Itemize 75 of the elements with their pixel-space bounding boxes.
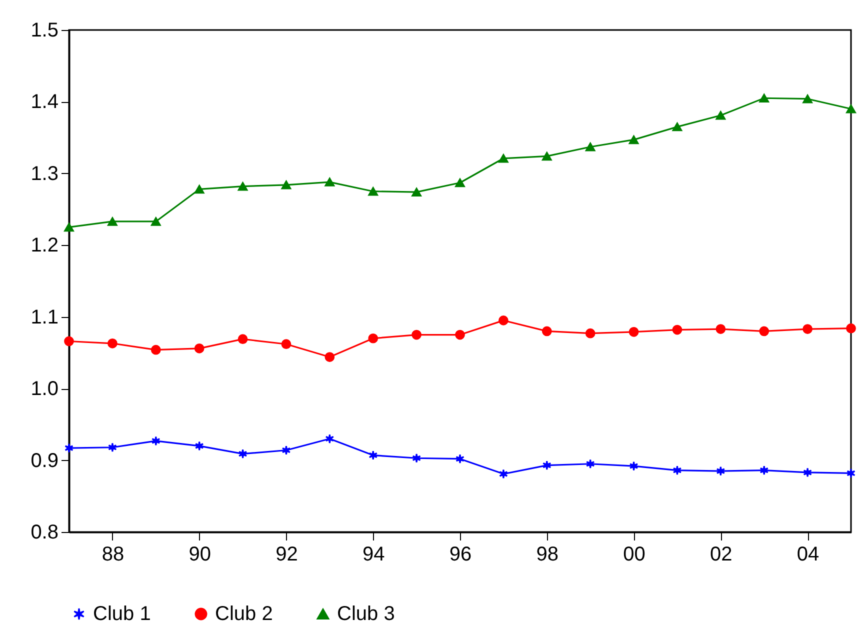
point <box>803 468 812 478</box>
point <box>716 324 726 334</box>
x-tick-label: 96 <box>449 544 472 566</box>
point <box>629 461 638 471</box>
point <box>542 326 552 336</box>
x-tick-label: 90 <box>188 544 211 566</box>
x-tick-label: 04 <box>796 544 820 566</box>
point <box>64 336 74 346</box>
point <box>759 94 770 102</box>
point <box>368 333 378 344</box>
point <box>846 104 856 114</box>
point <box>108 338 118 348</box>
x-tick-label: 02 <box>710 544 732 566</box>
y-tick-label: 1.1 <box>30 306 58 328</box>
legend-label: Club 2 <box>215 603 273 625</box>
point <box>150 217 161 226</box>
point <box>672 324 682 335</box>
point <box>412 330 422 340</box>
point <box>672 465 682 476</box>
point <box>108 442 117 452</box>
point <box>716 466 726 476</box>
point <box>498 316 508 326</box>
point <box>672 122 682 132</box>
legend-label: Club 3 <box>337 603 395 625</box>
point <box>802 324 812 334</box>
point <box>542 460 552 470</box>
point <box>455 330 465 340</box>
point <box>324 178 335 186</box>
point <box>846 468 856 478</box>
x-tick-label: 98 <box>536 544 559 566</box>
point <box>585 328 596 338</box>
y-tick-label: 0.8 <box>30 522 58 544</box>
y-tick-label: 1.4 <box>30 91 58 114</box>
point <box>238 334 248 344</box>
point <box>585 142 596 152</box>
y-tick-label: 0.9 <box>30 450 58 472</box>
point <box>716 110 726 120</box>
point <box>455 178 465 188</box>
y-tick-label: 1.3 <box>30 162 58 185</box>
y-tick-label: 1.0 <box>30 378 58 400</box>
point <box>412 453 421 464</box>
point <box>499 468 508 479</box>
point <box>281 339 292 350</box>
y-tick-label: 1.5 <box>30 20 58 42</box>
point <box>238 182 248 191</box>
point <box>194 184 204 194</box>
point <box>759 326 770 336</box>
point <box>628 326 639 337</box>
point <box>64 443 74 454</box>
point <box>152 436 160 446</box>
point <box>368 450 378 460</box>
point <box>456 454 464 464</box>
point <box>281 180 292 190</box>
point <box>368 186 378 196</box>
point <box>194 343 204 354</box>
x-tick-label: 00 <box>623 544 646 566</box>
point <box>324 352 335 362</box>
x-tick-label: 94 <box>362 544 385 566</box>
point <box>150 344 161 355</box>
x-tick-label: 88 <box>102 544 124 566</box>
point <box>498 154 508 163</box>
point <box>412 188 422 196</box>
point <box>238 448 248 459</box>
point <box>542 152 552 161</box>
point <box>64 222 74 232</box>
point <box>108 217 118 226</box>
legend-label: Club 1 <box>93 603 151 625</box>
point <box>586 458 595 469</box>
point <box>760 465 768 476</box>
x-tick-label: 92 <box>276 544 298 566</box>
point <box>628 135 639 144</box>
point <box>846 323 856 334</box>
point <box>802 94 812 104</box>
y-tick-label: 1.2 <box>30 234 58 257</box>
point <box>282 445 291 456</box>
